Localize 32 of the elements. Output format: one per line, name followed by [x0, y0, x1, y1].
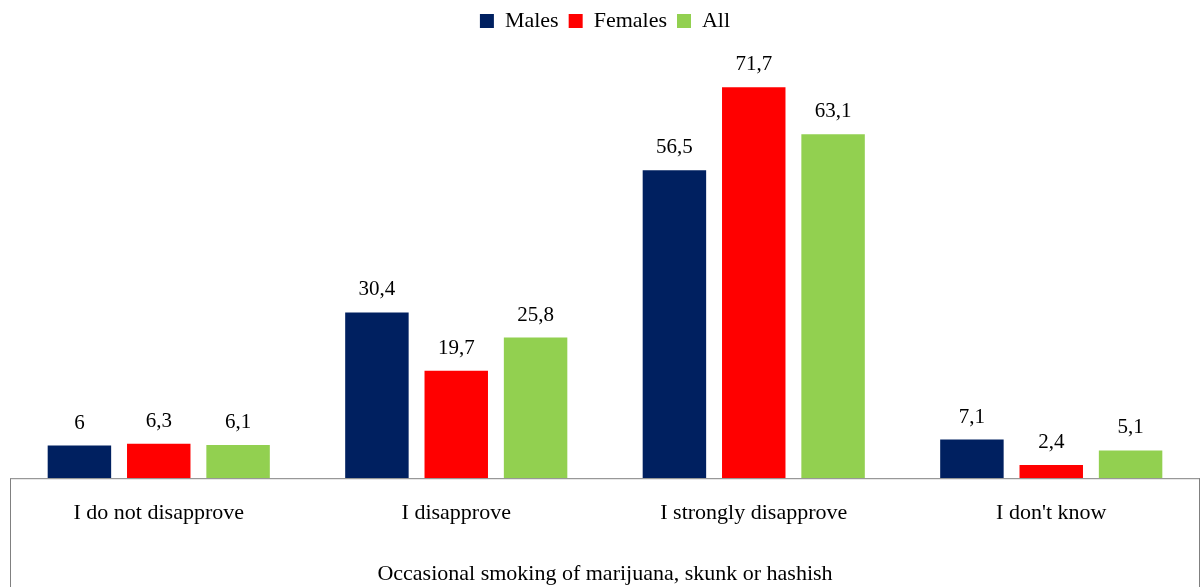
data-label: 6,3	[145, 407, 172, 432]
data-label: 19,7	[437, 334, 475, 359]
bar	[345, 312, 409, 479]
data-label: 5,1	[1117, 414, 1144, 439]
data-label: 7,1	[958, 403, 986, 428]
bar	[503, 337, 568, 479]
x-tick-label: I do not disapprove	[73, 499, 244, 525]
data-label: 6	[74, 409, 85, 434]
bar	[127, 443, 191, 479]
bar	[47, 445, 112, 479]
bar	[1098, 450, 1163, 479]
data-label: 25,8	[517, 301, 554, 326]
data-label: 6,1	[224, 408, 252, 433]
data-label: 56,5	[656, 134, 693, 159]
legend-label: All	[701, 6, 731, 32]
legend-label: Females	[593, 6, 667, 32]
legend-label: Males	[504, 6, 559, 32]
bar	[722, 87, 786, 479]
x-axis-title: Occasional smoking of marijuana, skunk or hashish	[377, 559, 833, 585]
data-label: 71,7	[735, 51, 773, 76]
x-tick-label: I strongly disapprove	[660, 499, 848, 525]
bar	[1019, 465, 1083, 479]
bar	[206, 444, 270, 479]
x-tick-label: I don't know	[996, 499, 1107, 525]
data-label: 2,4	[1038, 429, 1065, 454]
bar	[424, 370, 488, 479]
bar	[642, 170, 707, 479]
bar	[940, 439, 1004, 479]
bar	[801, 134, 865, 479]
data-label: 63,1	[814, 98, 852, 123]
x-tick-label: I disapprove	[401, 499, 511, 525]
data-label: 30,4	[358, 276, 396, 301]
